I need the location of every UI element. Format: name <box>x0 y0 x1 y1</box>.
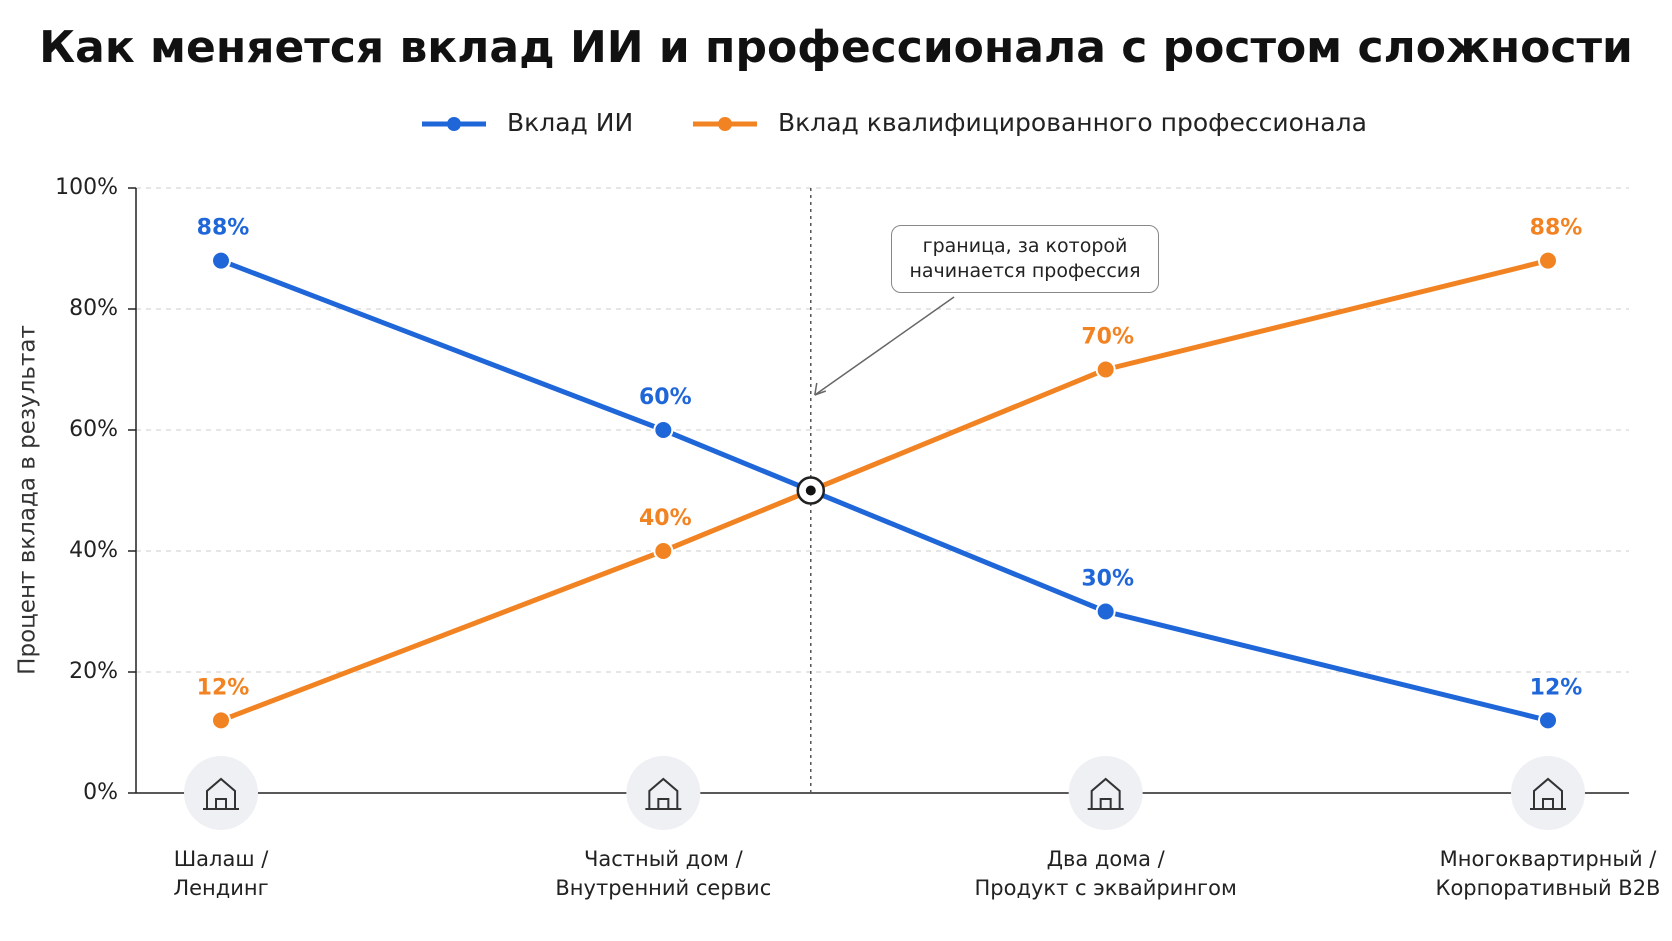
data-label: 30% <box>1081 567 1134 592</box>
y-tick-label: 80% <box>69 296 118 321</box>
point <box>1095 359 1116 380</box>
chart-title: Как меняется вклад ИИ и профессионала с … <box>39 22 1633 73</box>
category-icon <box>1530 777 1566 810</box>
data-label: 70% <box>1081 325 1134 350</box>
legend-label: Вклад ИИ <box>507 108 633 137</box>
y-tick-label: 0% <box>83 780 118 805</box>
legend-marker <box>447 117 461 131</box>
legend-marker <box>718 117 732 131</box>
data-label: 40% <box>639 506 692 531</box>
y-tick-label: 100% <box>55 175 118 200</box>
y-axis-label: Процент вклада в результат <box>15 325 41 675</box>
point <box>1095 601 1116 622</box>
y-tick-label: 40% <box>69 538 118 563</box>
category-icon-bg <box>626 756 701 830</box>
annotation-arrow <box>814 296 955 396</box>
series-line <box>220 258 1549 723</box>
arrow-head <box>814 382 827 396</box>
category-icon <box>1087 777 1124 810</box>
point <box>653 420 674 440</box>
data-label: 88% <box>197 216 250 241</box>
x-tick-label: Частный дом / Внутренний сервис <box>555 847 772 900</box>
legend-label: Вклад квалифицированного профессионала <box>778 108 1367 137</box>
data-label: 88% <box>1530 216 1583 241</box>
data-label: 60% <box>639 385 692 410</box>
crossover-dot <box>805 485 816 496</box>
x-tick-label: Два дома / Продукт с эквайрингом <box>974 847 1237 900</box>
category-icon-bg <box>184 756 258 830</box>
y-tick-label: 60% <box>69 417 118 442</box>
annotation: граница, за которой начинается профессия <box>891 225 1159 293</box>
data-label: 12% <box>1530 675 1583 700</box>
x-tick-label: Многоквартирный / Корпоративный B2B <box>1435 847 1661 900</box>
category-icon <box>645 777 682 810</box>
data-label: 12% <box>197 675 250 700</box>
point <box>1538 250 1558 271</box>
x-tick-label: Шалаш / Лендинг <box>173 847 269 900</box>
y-tick-label: 20% <box>69 659 118 684</box>
series-line <box>220 258 1549 723</box>
point <box>211 710 231 731</box>
category-icon-bg <box>1511 756 1585 830</box>
category-icon <box>203 777 239 810</box>
category-icon-bg <box>1068 756 1143 830</box>
point <box>1538 710 1558 731</box>
point <box>653 541 674 561</box>
point <box>211 250 231 271</box>
